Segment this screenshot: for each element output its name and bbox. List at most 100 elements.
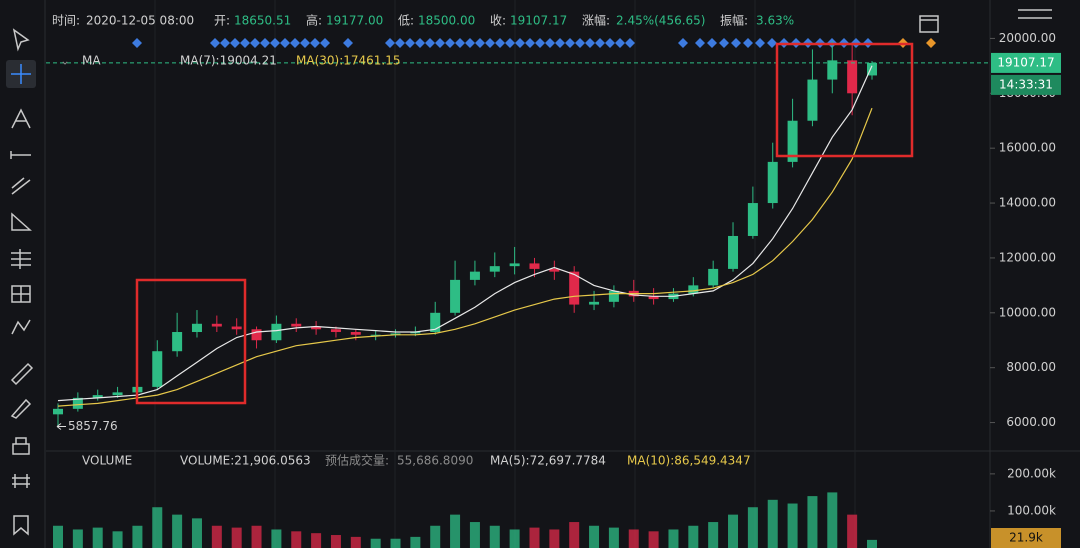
candle-body <box>608 290 619 302</box>
volume-ma5: MA(5):72,697.7784 <box>490 454 606 468</box>
wave-tool[interactable] <box>11 319 31 335</box>
candle-body <box>191 323 202 333</box>
y-tick-label: 6000.00 <box>1006 415 1056 429</box>
event-marker <box>395 38 405 48</box>
brush-tool[interactable] <box>10 398 32 419</box>
event-marker <box>575 38 585 48</box>
last-volume-tag <box>991 528 1061 548</box>
candle-body <box>569 271 580 305</box>
ma-name: MA <box>82 54 101 68</box>
candle-body <box>172 332 183 352</box>
event-marker <box>385 38 395 48</box>
event-marker <box>719 38 729 48</box>
volume-bar <box>152 507 163 548</box>
event-marker <box>465 38 475 48</box>
volume-bar <box>867 539 877 548</box>
candle-body <box>291 323 302 327</box>
last-volume-label: 21.9k <box>1009 531 1043 545</box>
candle-body <box>410 332 421 334</box>
volume-bar <box>688 525 699 548</box>
volume-bar <box>350 536 361 548</box>
close-label: 收: <box>490 14 506 28</box>
event-marker <box>445 38 455 48</box>
ma-legend: ⌄ MA MA(7):19004.21 MA(30):17461.15 <box>60 54 401 68</box>
event-marker <box>405 38 415 48</box>
event-marker <box>320 38 330 48</box>
event-marker <box>755 38 765 48</box>
high: 19177.00 <box>326 14 383 28</box>
event-marker <box>425 38 435 48</box>
time: 2020-12-05 08:00 <box>86 14 194 28</box>
lock-tool[interactable] <box>12 437 30 455</box>
candle-body <box>211 323 222 327</box>
volume-bar <box>608 527 619 548</box>
pattern-tool[interactable] <box>11 285 31 303</box>
event-marker <box>585 38 595 48</box>
amplitude: 3.63% <box>756 14 794 28</box>
event-marker <box>625 38 635 48</box>
candle-body <box>450 279 461 313</box>
volume-bar <box>72 529 83 548</box>
menu-icon[interactable] <box>1018 9 1052 19</box>
volume-bar <box>211 525 222 548</box>
candle-body <box>430 312 441 333</box>
countdown: 14:33:31 <box>999 77 1053 91</box>
event-marker <box>495 38 505 48</box>
event-marker <box>605 38 615 48</box>
volume-bar <box>589 525 600 548</box>
y-tick-label: 100.00k <box>1007 503 1056 517</box>
vertical-grid <box>154 0 856 548</box>
fib-tool[interactable] <box>11 249 31 269</box>
shape-tool[interactable] <box>11 212 32 231</box>
event-marker <box>300 38 310 48</box>
open: 18650.51 <box>234 14 291 28</box>
event-marker <box>743 38 753 48</box>
volume-bar <box>53 525 63 548</box>
candle-body <box>688 285 699 294</box>
volume-bar <box>728 514 739 548</box>
event-marker <box>485 38 495 48</box>
estimate-value: 55,686.8090 <box>397 454 473 468</box>
volume-bar <box>489 525 500 548</box>
volume-bar <box>92 527 103 548</box>
volume-bar <box>191 518 202 548</box>
volume-bar <box>450 514 461 548</box>
calendar-icon[interactable] <box>919 15 939 33</box>
candle-body <box>112 392 123 396</box>
candle-body <box>152 351 163 387</box>
event-marker <box>678 38 688 48</box>
event-marker <box>290 38 300 48</box>
low-arrow <box>56 423 66 430</box>
candle-body <box>271 323 282 341</box>
last-price-tag <box>991 52 1061 73</box>
event-marker <box>455 38 465 48</box>
event-marker <box>220 38 230 48</box>
line-tool[interactable] <box>10 151 31 159</box>
candle-body <box>728 235 739 269</box>
candle-body <box>469 271 480 280</box>
crosshair-tool[interactable] <box>11 64 31 84</box>
magnet-tool[interactable] <box>12 474 30 488</box>
candle-body <box>92 395 103 398</box>
volume-bar <box>648 531 659 548</box>
volume-ma10: MA(10):86,549.4347 <box>627 454 751 468</box>
collapse-icon[interactable]: ⌄ <box>60 54 70 68</box>
volume-bar <box>370 538 381 548</box>
event-marker <box>515 38 525 48</box>
ruler-tool[interactable] <box>10 362 34 386</box>
event-marker <box>555 38 565 48</box>
channel-tool[interactable] <box>11 177 31 195</box>
candle-body <box>648 296 659 300</box>
candle-body <box>53 408 63 415</box>
y-tick-label: 8000.00 <box>1006 360 1056 374</box>
candle-body <box>390 333 401 335</box>
low-label: 低: <box>398 14 414 28</box>
cursor-tool[interactable] <box>12 28 30 52</box>
event-marker <box>475 38 485 48</box>
bookmark-tool[interactable] <box>13 515 29 536</box>
text-tool[interactable] <box>11 108 31 129</box>
ma-line <box>57 107 873 407</box>
volume-value: VOLUME:21,906.0563 <box>180 454 311 468</box>
